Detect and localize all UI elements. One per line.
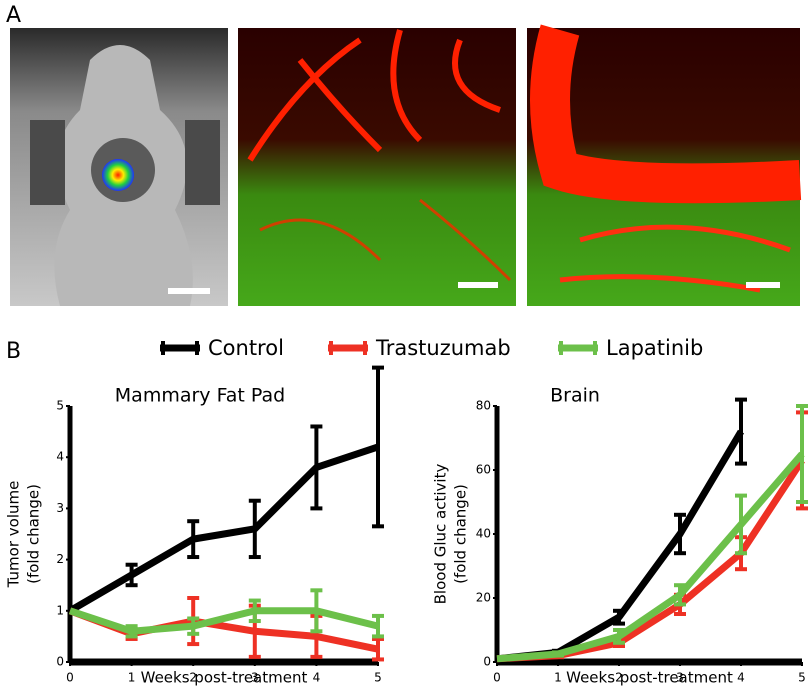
y-tick-label: 40 (476, 527, 491, 541)
x-tick-label: 1 (128, 671, 136, 685)
x-tick-label: 0 (493, 671, 501, 685)
x-tick-label: 4 (737, 671, 745, 685)
legend-label: Trastuzumab (375, 336, 511, 360)
legend-label: Lapatinib (606, 336, 703, 360)
x-tick-label: 3 (676, 671, 684, 685)
image-vessels-1 (238, 28, 516, 306)
x-tick-label: 2 (615, 671, 623, 685)
y-tick-label: 60 (476, 463, 491, 477)
chart-title: Mammary Fat Pad (115, 385, 285, 407)
series-line (496, 451, 805, 663)
x-tick-label: 1 (554, 671, 562, 685)
y-tick-label: 0 (56, 655, 64, 669)
y-axis-label: (fold change) (452, 484, 470, 584)
panel-label: B (6, 339, 21, 364)
y-tick-label: 0 (483, 655, 491, 669)
y-tick-label: 4 (56, 450, 64, 464)
y-tick-label: 1 (56, 603, 64, 617)
y-axis-label: Blood Gluc activity (432, 464, 450, 605)
error-bar (372, 613, 384, 639)
image-mouse (10, 28, 228, 306)
x-tick-label: 2 (189, 671, 197, 685)
x-tick-label: 0 (66, 671, 74, 685)
x-tick-label: 5 (798, 671, 806, 685)
x-tick-label: 5 (374, 671, 382, 685)
chart-title: Brain (550, 385, 600, 407)
y-tick-label: 3 (56, 501, 64, 515)
y-axis-label: Tumor volume (5, 481, 23, 589)
series-line (68, 607, 379, 635)
y-tick-label: 5 (56, 399, 64, 413)
x-tick-label: 4 (313, 671, 321, 685)
image-vessels-2 (527, 24, 802, 306)
y-tick-label: 80 (476, 399, 491, 413)
series-line (496, 458, 805, 663)
y-tick-label: 2 (56, 552, 64, 566)
series-line (68, 443, 380, 614)
x-tick-label: 3 (251, 671, 259, 685)
y-tick-label: 20 (476, 591, 491, 605)
x-axis-label: Weeks post-treatment (141, 669, 308, 687)
panel-label: A (6, 3, 21, 28)
y-axis-label: (fold change) (25, 484, 43, 584)
x-axis-label: Weeks post-treatment (566, 669, 733, 687)
legend-label: Control (208, 336, 284, 360)
